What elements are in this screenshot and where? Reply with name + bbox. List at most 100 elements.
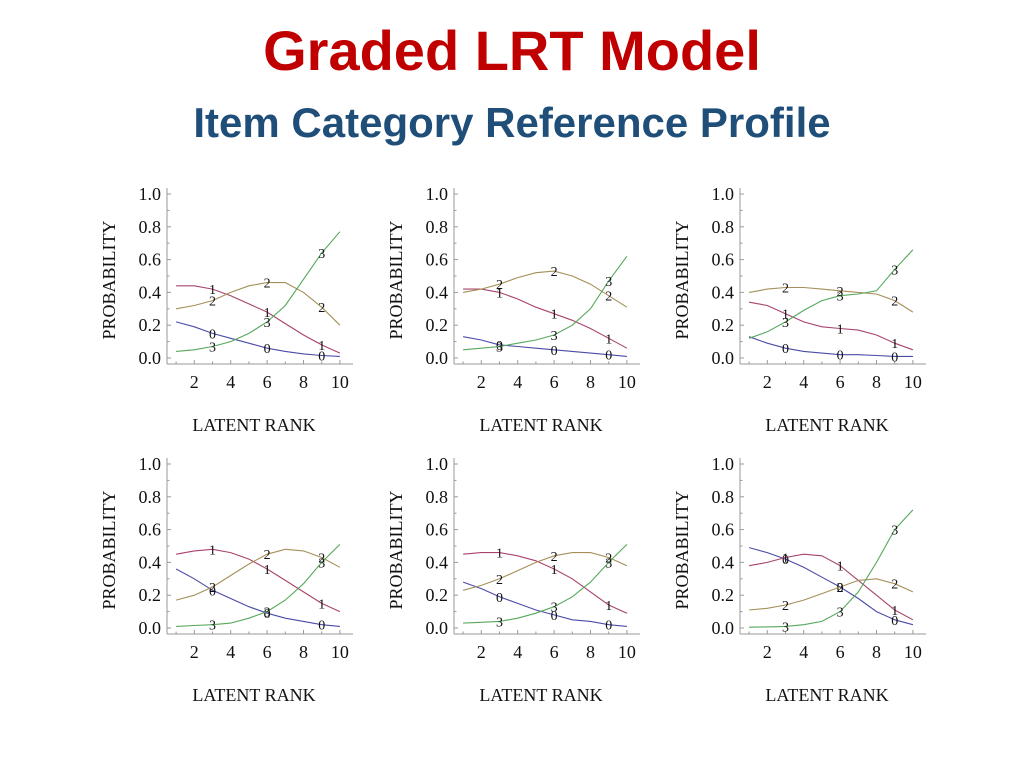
axes: [739, 458, 926, 635]
series-label-1: 1: [318, 597, 325, 612]
y-tick-label: 1.0: [712, 454, 735, 474]
y-tick-label: 0.0: [426, 348, 449, 368]
series-label-3: 3: [605, 275, 612, 290]
series-line-0: [175, 568, 340, 627]
y-tick-label: 0.6: [426, 250, 449, 270]
series-label-1: 1: [837, 560, 844, 575]
y-tick-label: 1.0: [426, 184, 449, 204]
series-label-2: 2: [318, 551, 325, 566]
y-tick-label: 1.0: [139, 184, 162, 204]
y-tick-label: 0.4: [139, 552, 162, 572]
x-tick-label: 2: [190, 372, 199, 392]
series-label-1: 1: [605, 332, 612, 347]
series-label-0: 0: [209, 584, 216, 599]
y-tick-label: 1.0: [139, 454, 162, 474]
series-label-0: 0: [782, 342, 789, 357]
x-tick-label: 6: [836, 642, 845, 662]
series-line-2: [175, 548, 341, 601]
series-label-0: 0: [837, 581, 844, 596]
series-line-3: [176, 231, 341, 352]
series-label-3: 3: [209, 619, 216, 634]
series-label-0: 0: [891, 614, 898, 629]
y-tick-label: 1.0: [426, 454, 449, 474]
series-label-1: 1: [782, 308, 789, 323]
series-label-3: 3: [551, 601, 558, 616]
y-tick-label: 0.0: [712, 348, 735, 368]
y-tick-label: 1.0: [712, 184, 735, 204]
x-tick-label: 8: [299, 642, 308, 662]
series-line-1: [463, 552, 628, 614]
x-tick-label: 8: [872, 642, 881, 662]
series-label-1: 1: [318, 339, 325, 354]
series-label-1: 1: [837, 322, 844, 337]
axes: [453, 188, 640, 365]
series-line-0: [175, 321, 340, 357]
series-label-0: 0: [605, 619, 612, 634]
series-label-1: 1: [264, 306, 271, 321]
axes: [453, 458, 640, 635]
x-tick-label: 10: [618, 642, 636, 662]
x-tick-label: 6: [836, 372, 845, 392]
series-label-0: 0: [837, 349, 844, 364]
series-label-3: 3: [496, 615, 503, 630]
series-line-1: [463, 288, 628, 349]
x-tick-label: 4: [799, 642, 808, 662]
slide-subtitle: Item Category Reference Profile: [193, 99, 831, 146]
series-label-1: 1: [496, 286, 503, 301]
x-tick-label: 6: [263, 642, 272, 662]
y-tick-label: 0.0: [712, 618, 735, 638]
y-tick-label: 0.2: [426, 315, 449, 335]
series-label-2: 2: [782, 599, 789, 614]
x-axis-label: LATENT RANK: [765, 685, 888, 705]
series-line-1: [749, 553, 914, 621]
x-tick-label: 4: [799, 372, 808, 392]
x-tick-label: 4: [226, 372, 235, 392]
series-label-3: 3: [837, 606, 844, 621]
y-axis-label: PROBABILITY: [99, 490, 119, 609]
series-label-1: 1: [891, 337, 898, 352]
x-tick-label: 4: [226, 642, 235, 662]
y-axis-label: PROBABILITY: [386, 220, 406, 339]
axes: [166, 188, 353, 365]
series-line-0: [462, 581, 627, 627]
y-tick-label: 0.0: [426, 618, 449, 638]
series-line-1: [176, 285, 341, 354]
x-tick-label: 8: [586, 372, 595, 392]
x-tick-label: 4: [513, 372, 522, 392]
series-label-3: 3: [496, 341, 503, 356]
x-tick-label: 6: [550, 642, 559, 662]
series-label-3: 3: [264, 316, 271, 331]
y-tick-label: 0.2: [426, 585, 449, 605]
x-tick-label: 10: [618, 372, 636, 392]
series-line-3: [463, 255, 628, 351]
y-tick-label: 0.0: [139, 618, 162, 638]
series-label-1: 1: [605, 599, 612, 614]
series-label-1: 1: [551, 308, 558, 323]
series-label-3: 3: [551, 329, 558, 344]
series-label-3: 3: [782, 620, 789, 635]
series-line-3: [176, 544, 341, 627]
x-tick-label: 4: [513, 642, 522, 662]
y-tick-label: 0.4: [712, 552, 735, 572]
x-tick-label: 6: [550, 372, 559, 392]
series-label-0: 0: [782, 553, 789, 568]
series-line-3: [463, 544, 628, 624]
series-label-3: 3: [782, 316, 789, 331]
series-label-0: 0: [496, 591, 503, 606]
series-label-3: 3: [837, 290, 844, 305]
series-line-2: [749, 578, 914, 611]
y-axis-label: PROBABILITY: [99, 220, 119, 339]
series-label-2: 2: [551, 550, 558, 565]
series-label-2: 2: [605, 290, 612, 305]
y-tick-label: 0.0: [139, 348, 162, 368]
y-tick-label: 0.2: [712, 315, 735, 335]
series-label-3: 3: [891, 524, 898, 539]
series-label-2: 2: [209, 295, 216, 310]
y-tick-label: 0.6: [139, 520, 162, 540]
y-axis-label: PROBABILITY: [672, 490, 692, 609]
x-tick-label: 2: [190, 642, 199, 662]
